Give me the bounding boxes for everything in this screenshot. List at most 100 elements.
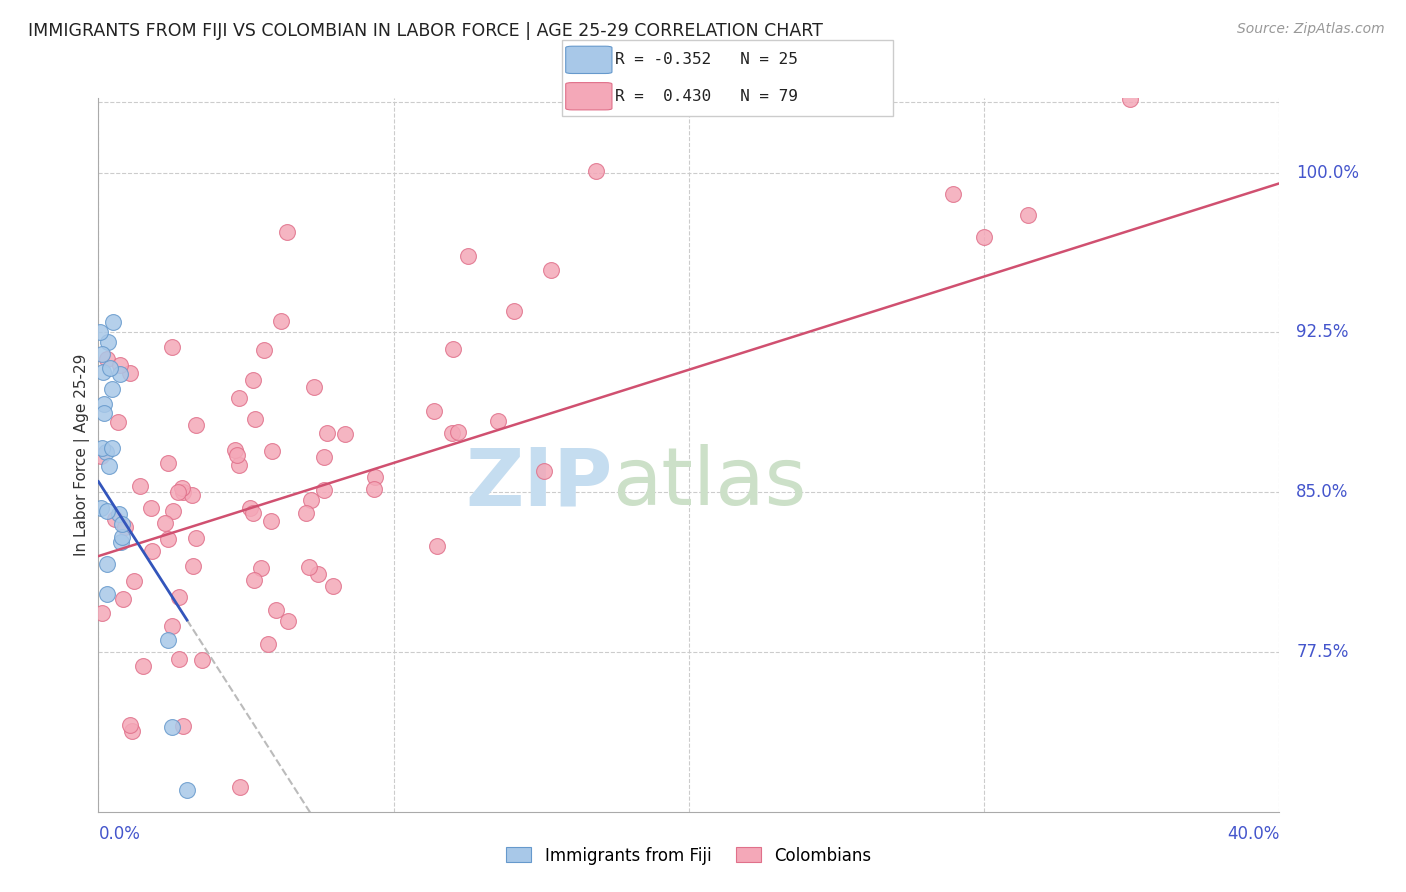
Point <box>250 561 273 575</box>
Point <box>447 425 470 439</box>
Point <box>225 448 247 462</box>
Point <box>228 391 250 405</box>
Point <box>162 504 184 518</box>
Point <box>120 717 142 731</box>
Point <box>90 449 112 463</box>
Point <box>108 507 131 521</box>
Point <box>260 443 283 458</box>
Point <box>426 540 449 554</box>
Point <box>585 163 607 178</box>
Text: 77.5%: 77.5% <box>1296 643 1348 661</box>
Point <box>132 659 155 673</box>
Text: IMMIGRANTS FROM FIJI VS COLOMBIAN IN LABOR FORCE | AGE 25-29 CORRELATION CHART: IMMIGRANTS FROM FIJI VS COLOMBIAN IN LAB… <box>28 22 823 40</box>
Point <box>167 652 190 666</box>
Point <box>228 458 250 472</box>
Point <box>112 592 135 607</box>
Point <box>166 485 188 500</box>
FancyBboxPatch shape <box>562 40 893 116</box>
Point <box>94 444 117 458</box>
Point <box>184 531 207 545</box>
Point <box>93 406 115 420</box>
Point <box>160 340 183 354</box>
Point <box>111 516 134 531</box>
Point <box>242 573 264 587</box>
Point <box>110 530 132 544</box>
Text: 92.5%: 92.5% <box>1296 324 1348 342</box>
Point <box>141 544 163 558</box>
Point <box>224 443 246 458</box>
Point <box>101 383 124 397</box>
Point <box>264 603 287 617</box>
Point <box>242 373 264 387</box>
Point <box>243 411 266 425</box>
Point <box>253 343 276 358</box>
Point <box>104 512 127 526</box>
Point <box>314 450 336 465</box>
Point <box>540 263 562 277</box>
Text: 40.0%: 40.0% <box>1227 825 1279 843</box>
Point <box>114 519 136 533</box>
Point <box>184 417 207 432</box>
Point <box>156 532 179 546</box>
Text: Source: ZipAtlas.com: Source: ZipAtlas.com <box>1237 22 1385 37</box>
Point <box>96 352 118 367</box>
Point <box>295 506 318 520</box>
Point <box>176 783 198 797</box>
Point <box>172 482 194 496</box>
Point <box>1017 208 1039 222</box>
Point <box>121 724 143 739</box>
Point <box>256 637 278 651</box>
Point <box>181 559 204 574</box>
Point <box>260 514 283 528</box>
Point <box>942 186 965 201</box>
Point <box>441 342 464 356</box>
Point <box>96 504 118 518</box>
Text: ZIP: ZIP <box>465 444 612 523</box>
Point <box>363 482 385 496</box>
FancyBboxPatch shape <box>565 83 612 110</box>
Point <box>162 719 183 733</box>
Point <box>973 229 995 244</box>
Point <box>153 516 176 530</box>
Point <box>322 579 344 593</box>
Point <box>124 574 146 589</box>
Point <box>242 506 264 520</box>
Point <box>441 425 464 440</box>
Point <box>299 493 322 508</box>
Point <box>503 304 526 318</box>
Point <box>101 442 124 456</box>
Point <box>172 484 194 499</box>
Legend: Immigrants from Fiji, Colombians: Immigrants from Fiji, Colombians <box>499 840 879 871</box>
Point <box>167 590 190 604</box>
Point <box>107 416 129 430</box>
FancyBboxPatch shape <box>565 46 612 73</box>
Text: 85.0%: 85.0% <box>1296 483 1348 501</box>
Point <box>96 558 118 572</box>
Point <box>239 500 262 515</box>
Point <box>1118 92 1140 106</box>
Point <box>277 614 299 628</box>
Point <box>90 606 112 620</box>
Point <box>314 483 336 497</box>
Point <box>191 652 214 666</box>
Point <box>298 560 321 574</box>
Point <box>97 334 120 349</box>
Point <box>302 380 325 394</box>
Text: R = -0.352   N = 25: R = -0.352 N = 25 <box>616 53 799 68</box>
Point <box>108 358 131 372</box>
Point <box>110 535 132 549</box>
Point <box>108 367 131 381</box>
Point <box>118 367 141 381</box>
Point <box>364 470 387 484</box>
Point <box>90 501 112 516</box>
Point <box>533 464 555 478</box>
Point <box>180 487 202 501</box>
Point <box>160 619 183 633</box>
Point <box>157 457 180 471</box>
Point <box>128 478 150 492</box>
Text: R =  0.430   N = 79: R = 0.430 N = 79 <box>616 88 799 103</box>
Point <box>141 500 163 515</box>
Point <box>276 226 298 240</box>
Point <box>97 458 120 473</box>
Point <box>172 719 194 733</box>
